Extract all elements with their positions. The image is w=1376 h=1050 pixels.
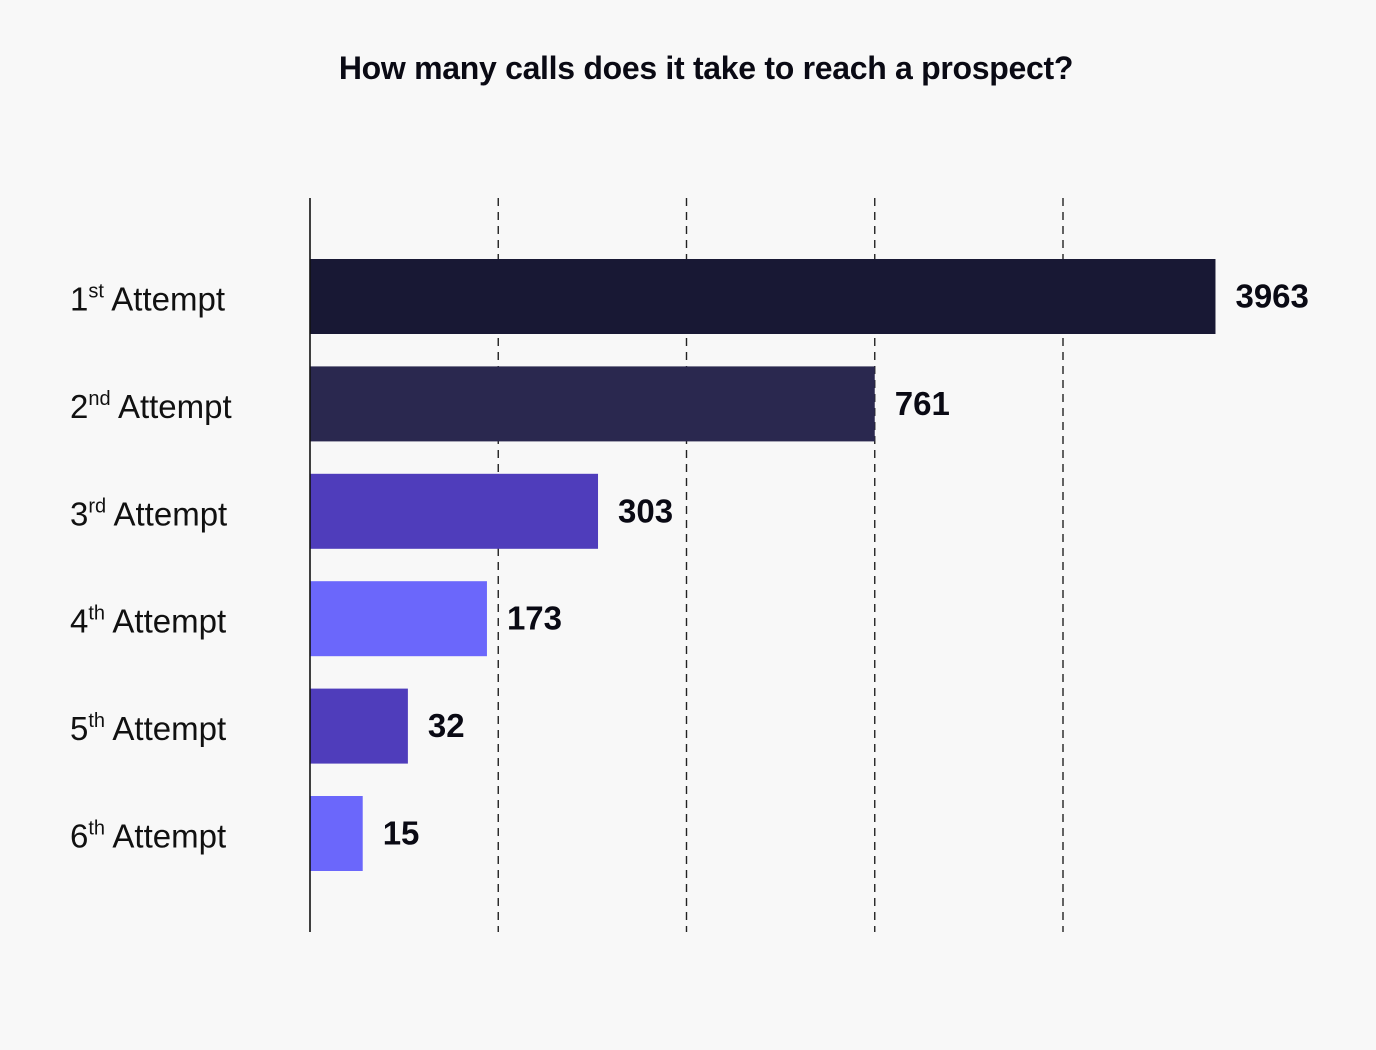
bar-6: [310, 796, 363, 871]
category-label-5: 5th Attempt: [70, 710, 226, 747]
bar-2: [310, 366, 875, 442]
category-label-2: 2nd Attempt: [70, 388, 232, 425]
category-label-3: 3rd Attempt: [70, 495, 227, 532]
value-label-3: 303: [618, 492, 673, 529]
category-number: 2: [70, 388, 88, 425]
category-suffix: th: [88, 710, 105, 732]
value-label-1: 3963: [1235, 278, 1308, 315]
category-suffix: st: [88, 281, 104, 303]
category-number: 6: [70, 818, 88, 855]
bar-5: [310, 688, 408, 764]
category-suffix: th: [88, 603, 105, 625]
category-word: Attempt: [104, 281, 225, 318]
category-label-1: 1st Attempt: [70, 281, 225, 318]
category-word: Attempt: [105, 603, 226, 640]
category-number: 3: [70, 495, 88, 532]
bar-3: [310, 473, 599, 549]
bar-1: [310, 259, 1216, 334]
chart-title: How many calls does it take to reach a p…: [338, 50, 1074, 86]
value-label-4: 173: [507, 600, 562, 637]
category-word: Attempt: [111, 388, 232, 425]
category-word: Attempt: [105, 818, 226, 855]
category-number: 4: [70, 603, 88, 640]
category-label-4: 4th Attempt: [70, 603, 226, 640]
category-word: Attempt: [106, 495, 227, 532]
category-number: 5: [70, 710, 88, 747]
category-word: Attempt: [105, 710, 226, 747]
value-label-2: 761: [895, 385, 950, 422]
value-label-5: 32: [428, 707, 465, 744]
category-label-6: 6th Attempt: [70, 818, 226, 855]
value-label-6: 15: [383, 815, 420, 852]
category-suffix: th: [88, 818, 105, 840]
category-number: 1: [70, 281, 88, 318]
category-suffix: nd: [88, 388, 110, 410]
category-suffix: rd: [88, 495, 106, 517]
bar-4: [310, 581, 487, 657]
